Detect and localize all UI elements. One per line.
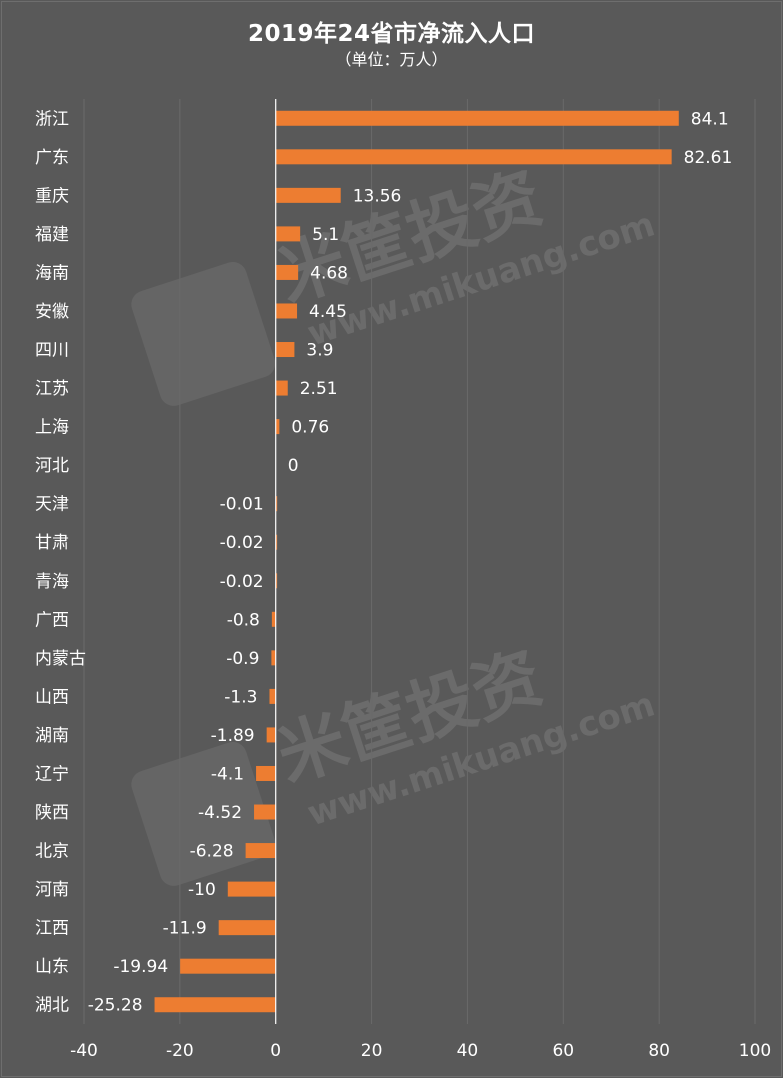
bar bbox=[275, 573, 278, 589]
data-label: 2.51 bbox=[300, 379, 338, 399]
category-label: 湖北 bbox=[35, 996, 69, 1016]
category-label: 广西 bbox=[35, 610, 69, 630]
x-tick-label: 20 bbox=[361, 1041, 383, 1061]
category-label: 河北 bbox=[35, 456, 69, 476]
data-label: -0.8 bbox=[227, 610, 260, 630]
bar bbox=[180, 958, 276, 974]
category-label: 甘肃 bbox=[35, 533, 69, 553]
bar bbox=[275, 187, 341, 203]
data-label: 4.45 bbox=[309, 302, 347, 322]
bar bbox=[266, 727, 276, 743]
bar bbox=[218, 920, 276, 936]
category-label: 天津 bbox=[35, 495, 69, 515]
bar bbox=[275, 110, 679, 126]
data-label: -6.28 bbox=[190, 842, 234, 862]
bar bbox=[275, 342, 295, 358]
category-label: 广东 bbox=[35, 148, 69, 168]
category-label: 四川 bbox=[35, 341, 69, 361]
data-label: 0.76 bbox=[291, 418, 329, 438]
x-tick-label: 0 bbox=[270, 1041, 281, 1061]
data-label: -1.3 bbox=[224, 687, 257, 707]
bar bbox=[245, 843, 276, 859]
data-label: -0.01 bbox=[220, 495, 264, 515]
category-label: 湖南 bbox=[35, 726, 69, 746]
category-label: 福建 bbox=[35, 225, 69, 245]
category-label: 河南 bbox=[35, 880, 69, 900]
data-label: 84.1 bbox=[691, 109, 729, 129]
watermark-logo-icon bbox=[131, 741, 276, 886]
data-label: -4.1 bbox=[211, 764, 244, 784]
category-label: 上海 bbox=[35, 418, 69, 438]
category-label: 江西 bbox=[35, 919, 69, 939]
bar bbox=[275, 534, 278, 550]
bar bbox=[271, 650, 276, 666]
bar bbox=[227, 881, 276, 897]
category-label: 安徽 bbox=[35, 302, 69, 322]
data-label: -0.9 bbox=[226, 649, 259, 669]
data-label: 3.9 bbox=[306, 341, 333, 361]
data-label: -4.52 bbox=[198, 803, 242, 823]
bar bbox=[271, 611, 276, 627]
x-tick-label: -40 bbox=[70, 1041, 98, 1061]
bar bbox=[256, 765, 276, 781]
data-label: -25.28 bbox=[88, 996, 143, 1016]
data-label: -10 bbox=[188, 880, 216, 900]
x-tick-label: 100 bbox=[739, 1041, 771, 1061]
x-tick-label: -20 bbox=[166, 1041, 194, 1061]
data-label: 4.68 bbox=[310, 263, 348, 283]
category-label: 海南 bbox=[35, 263, 69, 283]
data-label: 82.61 bbox=[684, 148, 733, 168]
data-label: -11.9 bbox=[163, 919, 207, 939]
bar bbox=[275, 303, 298, 319]
category-label: 山西 bbox=[35, 687, 69, 707]
category-label: 北京 bbox=[35, 842, 69, 862]
data-label: 0 bbox=[288, 456, 299, 476]
bar bbox=[254, 804, 276, 820]
bar bbox=[275, 496, 278, 512]
data-label: -19.94 bbox=[113, 957, 168, 977]
data-label: -0.02 bbox=[220, 572, 264, 592]
category-label: 浙江 bbox=[35, 109, 69, 129]
chart-title: 2019年24省市净流入人口 bbox=[247, 21, 536, 47]
x-tick-label: 80 bbox=[648, 1041, 670, 1061]
bar bbox=[275, 419, 280, 435]
data-label: 5.1 bbox=[312, 225, 339, 245]
chart-subtitle: （单位：万人） bbox=[335, 50, 448, 69]
category-label: 山东 bbox=[35, 957, 69, 977]
category-label: 陕西 bbox=[35, 803, 69, 823]
x-tick-label: 40 bbox=[457, 1041, 479, 1061]
watermark-logo-icon bbox=[131, 261, 276, 406]
data-label: -1.89 bbox=[211, 726, 255, 746]
category-label: 内蒙古 bbox=[35, 649, 86, 669]
category-label: 重庆 bbox=[35, 186, 69, 206]
bar bbox=[275, 264, 299, 280]
bar bbox=[269, 688, 276, 704]
category-label: 江苏 bbox=[35, 379, 69, 399]
bar bbox=[275, 380, 288, 396]
x-tick-label: 60 bbox=[552, 1041, 574, 1061]
data-label: -0.02 bbox=[220, 533, 264, 553]
bar bbox=[275, 226, 301, 242]
data-label: 13.56 bbox=[353, 186, 402, 206]
bar bbox=[154, 997, 276, 1013]
category-label: 辽宁 bbox=[35, 764, 69, 784]
bar bbox=[275, 149, 672, 165]
category-label: 青海 bbox=[35, 572, 69, 592]
